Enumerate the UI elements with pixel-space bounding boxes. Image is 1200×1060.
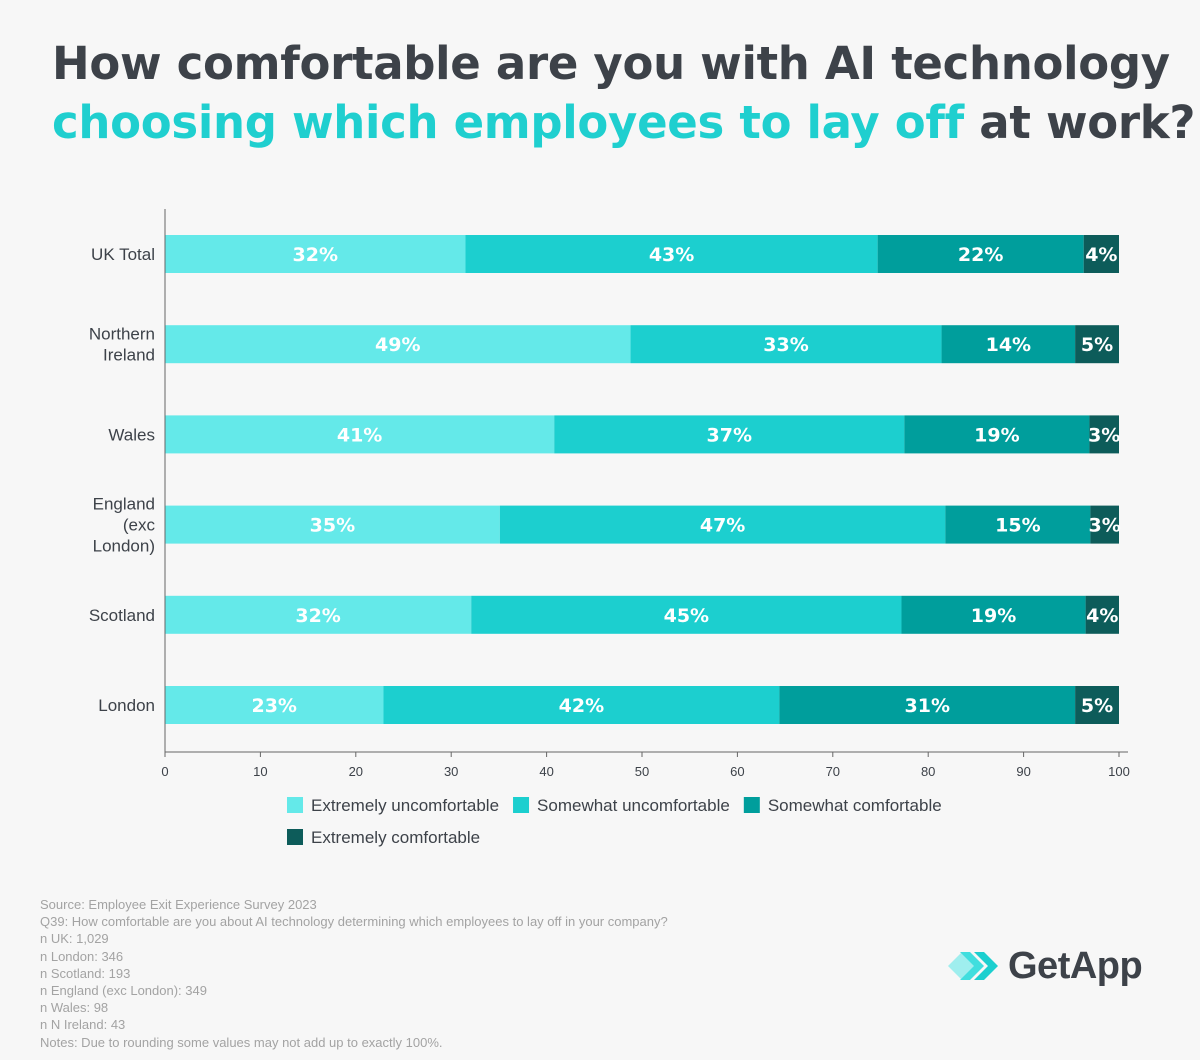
bar-segment bbox=[165, 235, 466, 273]
x-tick-label: 20 bbox=[349, 764, 363, 779]
bar-segment bbox=[499, 505, 946, 544]
x-tick-label: 0 bbox=[161, 764, 168, 779]
bar-segment bbox=[779, 686, 1076, 724]
bar-segment bbox=[630, 325, 942, 364]
bar-value-label: 31% bbox=[905, 695, 950, 717]
x-tick-label: 10 bbox=[253, 764, 267, 779]
bar-value-label: 32% bbox=[293, 244, 338, 266]
bar-value-label: 4% bbox=[1085, 244, 1117, 266]
bar-value-label: 35% bbox=[310, 515, 355, 537]
bar-value-label: 15% bbox=[995, 515, 1040, 537]
bar-value-label: 19% bbox=[974, 424, 1019, 446]
bar-segment bbox=[471, 595, 902, 634]
bar-value-label: 33% bbox=[763, 334, 808, 356]
x-tick-label: 80 bbox=[921, 764, 935, 779]
x-tick-label: 90 bbox=[1016, 764, 1030, 779]
category-label: London bbox=[98, 696, 155, 715]
legend-swatch bbox=[513, 797, 530, 813]
bar-segment bbox=[1089, 415, 1119, 454]
bar-value-label: 47% bbox=[700, 515, 745, 537]
bar-segment bbox=[165, 505, 500, 544]
bar-value-label: 41% bbox=[337, 424, 382, 446]
x-tick-label: 60 bbox=[730, 764, 744, 779]
source-note-line: n Wales: 98 bbox=[40, 1000, 109, 1016]
bar-value-label: 37% bbox=[707, 424, 752, 446]
source-note-line: Source: Employee Exit Experience Survey … bbox=[40, 897, 317, 912]
bar-segment bbox=[165, 325, 631, 364]
bar-value-label: 14% bbox=[986, 334, 1031, 356]
x-tick-label: 40 bbox=[539, 764, 553, 779]
bar-value-label: 32% bbox=[295, 605, 340, 627]
bar-value-label: 5% bbox=[1081, 334, 1113, 356]
bar-value-label: 3% bbox=[1088, 424, 1120, 446]
bar-segment bbox=[1090, 505, 1119, 544]
bar-segment bbox=[165, 686, 384, 724]
bar-value-label: 3% bbox=[1089, 515, 1121, 537]
category-label: Wales bbox=[108, 425, 155, 444]
title-accent-text: choosing which employees to lay off bbox=[52, 96, 964, 149]
source-note-line: n N Ireland: 43 bbox=[40, 1017, 126, 1033]
legend-label: Extremely comfortable bbox=[311, 828, 480, 847]
bar-segment bbox=[1083, 235, 1119, 273]
bar-value-label: 5% bbox=[1081, 695, 1113, 717]
bar-segment bbox=[901, 595, 1086, 634]
bar-segment bbox=[165, 415, 555, 454]
bar-value-label: 4% bbox=[1086, 605, 1118, 627]
source-notes: Source: Employee Exit Experience Survey … bbox=[40, 896, 668, 1051]
bar-segment bbox=[941, 325, 1076, 364]
bar-segment bbox=[554, 415, 905, 454]
source-note-line: Notes: Due to rounding some values may n… bbox=[40, 1034, 443, 1050]
category-label: (exc bbox=[123, 516, 156, 535]
bar-segment bbox=[904, 415, 1090, 454]
bar-value-label: 49% bbox=[375, 334, 420, 356]
legend-label: Extremely uncomfortable bbox=[311, 796, 499, 815]
x-tick-label: 30 bbox=[444, 764, 458, 779]
category-label: Ireland bbox=[103, 346, 155, 365]
chart-title: How comfortable are you with AI technolo… bbox=[52, 34, 1195, 152]
category-label: England bbox=[93, 495, 155, 514]
category-label: London) bbox=[93, 537, 155, 556]
legend-label: Somewhat comfortable bbox=[768, 796, 942, 815]
getapp-wordmark: GetApp bbox=[1008, 944, 1143, 987]
x-tick-label: 100 bbox=[1108, 764, 1130, 779]
bar-segment bbox=[1085, 595, 1119, 634]
bar-segment bbox=[465, 235, 878, 273]
legend-label: Somewhat uncomfortable bbox=[537, 796, 730, 815]
legend-swatch bbox=[743, 797, 760, 813]
legend-swatch bbox=[287, 829, 303, 845]
bar-value-label: 42% bbox=[559, 695, 604, 717]
bar-segment bbox=[165, 595, 472, 634]
bar-value-label: 45% bbox=[664, 605, 709, 627]
legend-swatch bbox=[287, 797, 303, 813]
getapp-chevrons-icon bbox=[948, 952, 998, 980]
getapp-logo: GetApp bbox=[946, 938, 1143, 994]
title-line-2: choosing which employees to lay off at w… bbox=[52, 93, 1195, 152]
bar-value-label: 23% bbox=[251, 695, 296, 717]
x-tick-label: 50 bbox=[635, 764, 649, 779]
x-tick-label: 70 bbox=[826, 764, 840, 779]
bar-segment bbox=[877, 235, 1084, 273]
category-label: UK Total bbox=[91, 245, 155, 264]
category-label: Northern bbox=[89, 325, 155, 344]
bar-segment bbox=[1075, 325, 1119, 364]
bar-value-label: 43% bbox=[649, 244, 694, 266]
stacked-bar-chart: 32% 43% 22% 4% UK Total 49% 33% 14% 5% Northern Ir… bbox=[89, 209, 1130, 847]
bar-value-label: 19% bbox=[971, 605, 1016, 627]
source-note-line: n England (exc London): 349 bbox=[40, 983, 207, 999]
source-note-line: Q39: How comfortable are you about AI te… bbox=[40, 914, 668, 930]
bar-segment bbox=[945, 505, 1091, 544]
bar-segment bbox=[383, 686, 780, 724]
category-label: Scotland bbox=[89, 606, 155, 625]
source-note-line: n Scotland: 193 bbox=[40, 965, 131, 981]
title-line-1: How comfortable are you with AI technolo… bbox=[52, 37, 1170, 90]
title-rest-text: at work? bbox=[963, 96, 1196, 149]
source-note-line: n UK: 1,029 bbox=[40, 931, 109, 947]
bar-value-label: 22% bbox=[958, 244, 1003, 266]
bar-segment bbox=[1075, 686, 1119, 724]
source-note-line: n London: 346 bbox=[40, 948, 124, 964]
